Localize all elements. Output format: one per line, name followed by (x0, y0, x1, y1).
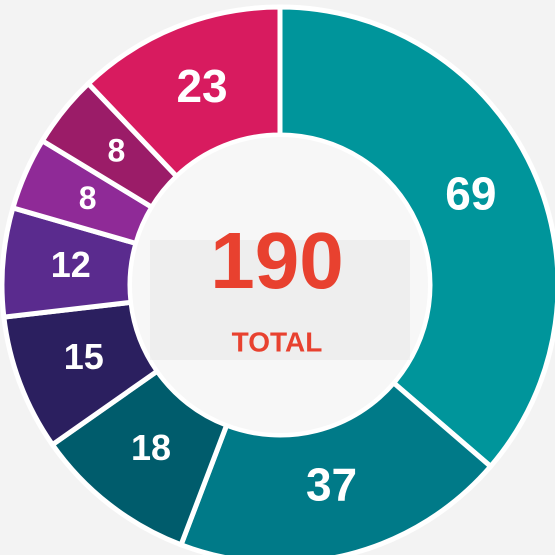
data-label: 12 (51, 244, 91, 285)
data-label: 18 (131, 427, 171, 468)
total-label: TOTAL (232, 326, 323, 357)
data-label: 8 (79, 180, 97, 216)
data-label: 69 (445, 168, 496, 220)
total-value: 190 (210, 216, 343, 305)
segments (0, 4, 555, 555)
data-label: 37 (306, 459, 357, 511)
data-label: 23 (176, 60, 227, 112)
data-label: 8 (108, 133, 126, 169)
building-silhouette (150, 240, 410, 360)
data-label: 15 (64, 336, 104, 377)
